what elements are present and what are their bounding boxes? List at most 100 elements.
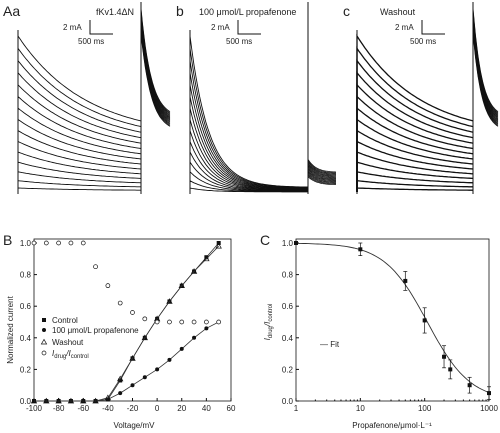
trace-a-sweep [17,187,141,192]
panel-c-point [442,354,447,359]
panel-b-ylabel: Normalized current [6,295,15,363]
trace-a-sweep [17,180,141,192]
trace-c-sweep [356,118,474,192]
panel-b-xtick-label: -20 [127,404,139,413]
panel-b-ytick-label: 0.4 [20,334,32,343]
panel-b-ytick-label: 0.2 [20,365,32,374]
trace-b-scale-bar [237,20,261,35]
panel-c-axes-frame [295,238,490,402]
legend-label-propafenone: 100 μmol/L propafenone [52,326,139,335]
panel-c-ytick-label: 0.0 [282,397,294,406]
panel-b-point-ratio [80,240,86,246]
trace-a-title: fKv1.4ΔN [96,7,134,17]
panel-label-big-b: B [3,232,12,248]
panel-b-point-propafenone [155,367,160,372]
panel-c-xtick-label: 100 [418,404,432,413]
panel-b-xlabel: Voltage/mV [114,421,156,430]
trace-a-sweep [17,118,142,192]
panel-b-point-ratio [43,240,49,246]
trace-c-sweep [356,106,474,192]
panel-b-point-control [118,378,123,383]
panel-b-point-ratio [68,240,74,246]
panel-c-legend: — Fit [320,340,340,349]
trace-a-sweep [17,34,142,192]
panel-b-series-line [34,245,219,402]
trace-b-tail [307,163,337,192]
trace-a-tail [140,33,171,127]
panel-b-point-washout [178,282,185,289]
legend-marker-control [42,318,46,322]
panel-b-point-washout [104,394,112,401]
trace-a-sweep [17,171,142,192]
trace-a-sweep [17,161,142,192]
panel-b-point-ratio [204,319,209,325]
panel-b-point-washout [190,268,198,274]
panel-b-point-propafenone [118,391,123,396]
trace-b-sweep [189,60,308,192]
trace-b-tail [307,169,336,192]
panel-c-point [358,247,363,252]
panel-c-ytick-label: 0.2 [282,365,294,374]
legend-marker-ratio [41,350,47,356]
trace-c-sweep [356,140,474,192]
trace-a-sweep [17,47,142,192]
panel-b-point-propafenone [204,326,209,331]
panel-c-ylabel: Idrug/Icontrol [263,304,274,341]
panel-b-point-ratio [31,240,37,246]
panel-b-point-washout [166,298,173,304]
trace-c-sweep [356,70,474,192]
panel-b-ytick-label: 0.0 [20,397,32,406]
trace-a-scale-bar [89,20,113,35]
panel-b-xtick-label: -100 [26,404,43,413]
trace-b-tail [307,175,336,192]
current-traces [17,2,499,194]
panel-b-point-propafenone [142,375,147,380]
panel-b-point-washout [92,397,99,404]
trace-c-sweep [356,187,473,192]
trace-a-sweep [17,71,142,192]
trace-b-tail [307,171,336,192]
panel-c-point [487,391,491,396]
panel-b-point-washout [55,397,62,404]
trace-c-sweep [356,33,474,192]
trace-c-scale-time: 500 ms [410,37,436,46]
panel-b-point-ratio [191,319,197,325]
panel-c-ytick-label: 0.6 [282,302,294,311]
panel-b-ytick-label: 0.8 [20,271,32,280]
legend-label-control: Control [52,316,78,325]
panel-b-point-ratio [130,310,135,315]
trace-c-sweep [356,46,474,192]
panel-b-point-washout [30,397,38,404]
trace-a-sweep [17,83,142,192]
panel-b-point-washout [129,355,136,361]
panel-c-point [467,383,472,388]
trace-c-scale-bar [421,20,445,35]
trace-c-tail [472,33,499,127]
trace-b-tail [307,160,337,192]
trace-b-sweep [189,35,308,192]
panel-b-point-ratio [167,319,172,325]
trace-c-title: Washout [380,7,416,17]
panel-b-ytick-label: 0.6 [20,302,32,311]
trace-c-sweep [356,179,473,192]
panel-b-point-washout [203,255,210,262]
trace-a-scale-current: 2 mA [63,23,82,32]
panel-b-point-propafenone [167,357,172,362]
panel-b-xtick-label: 0 [155,404,160,413]
panel-b-point-ratio [117,300,123,306]
panel-c-xlabel: Propafenone/μmol·L⁻¹ [352,421,432,430]
panel-b-point-washout [116,375,124,382]
panel-c-ytick-label: 1.0 [282,239,294,248]
trace-b-tail [307,174,336,192]
panel-b-plot: -100 -80 -60 -40 -20 0 20 40 60 0.0 0.2 0.4 0.6 0.8 1.… [20,238,236,413]
panel-c-fit-curve [295,242,490,393]
trace-b-tail [307,168,336,192]
panel-b-point-propafenone [192,335,197,340]
panel-c-point [294,241,298,245]
panel-c-xtick-label: 10 [356,404,365,413]
panel-b-point-ratio [105,283,111,289]
panel-label-big-c: C [260,232,270,248]
panel-b-point-propafenone [130,383,135,388]
trace-c-sweep [356,95,474,192]
